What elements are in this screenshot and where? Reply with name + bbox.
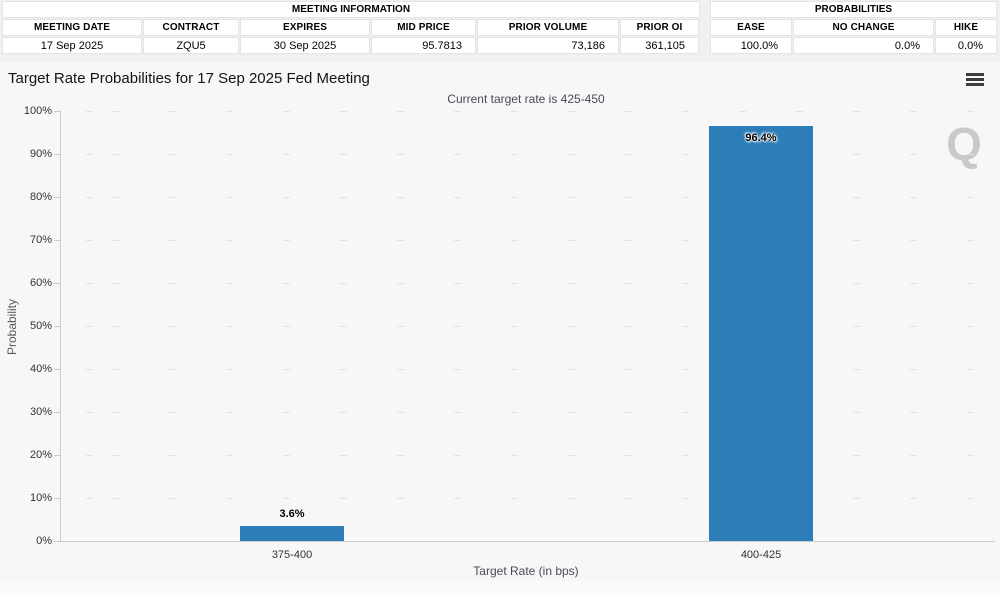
col-header-contract: CONTRACT xyxy=(143,19,239,36)
hamburger-line xyxy=(966,73,984,76)
y-axis-tick xyxy=(54,111,60,112)
hamburger-line xyxy=(966,83,984,86)
y-tick-label: 100% xyxy=(23,105,52,117)
hamburger-line xyxy=(966,78,984,81)
bar-value-label: 96.4% xyxy=(745,132,777,144)
prior-oi-value: 361,105 xyxy=(620,37,699,54)
quikstrike-watermark: Q xyxy=(946,118,982,170)
y-axis-tick xyxy=(54,197,60,198)
col-header-prior-volume: PRIOR VOLUME xyxy=(477,19,619,36)
hamburger-menu-icon[interactable] xyxy=(966,73,984,87)
gridline xyxy=(57,240,995,241)
info-tables-strip: MEETING INFORMATION MEETING DATE CONTRAC… xyxy=(0,0,1000,62)
meeting-table-title: MEETING INFORMATION xyxy=(2,1,700,18)
col-header-hike: HIKE xyxy=(935,19,997,36)
gridline xyxy=(57,154,995,155)
gridline xyxy=(57,412,995,413)
prior-volume-value: 73,186 xyxy=(477,37,619,54)
col-header-no-change: NO CHANGE xyxy=(793,19,934,36)
probability-chart xyxy=(0,62,1000,581)
y-axis-tick xyxy=(54,240,60,241)
y-tick-label: 10% xyxy=(29,492,52,504)
bar-value-label: 3.6% xyxy=(279,508,305,520)
y-axis-tick xyxy=(54,326,60,327)
col-header-prior-oi: PRIOR OI xyxy=(620,19,699,36)
no-change-value: 0.0% xyxy=(793,37,934,54)
bar-375-400 xyxy=(240,526,344,541)
col-header-mid-price: MID PRICE xyxy=(371,19,476,36)
x-axis-title: Target Rate (in bps) xyxy=(473,564,579,578)
contract-value: ZQU5 xyxy=(143,37,239,54)
y-axis-tick xyxy=(54,412,60,413)
x-category-label: 375-400 xyxy=(271,549,313,561)
gridline xyxy=(57,111,995,112)
meeting-date-value: 17 Sep 2025 xyxy=(2,37,142,54)
y-tick-label: 90% xyxy=(29,148,52,160)
col-header-expires: EXPIRES xyxy=(240,19,370,36)
x-axis-line xyxy=(57,541,995,542)
expires-value: 30 Sep 2025 xyxy=(240,37,370,54)
y-axis-tick xyxy=(54,154,60,155)
gridline xyxy=(57,326,995,327)
y-tick-label: 60% xyxy=(29,277,52,289)
y-tick-label: 40% xyxy=(29,363,52,375)
chart-title: Target Rate Probabilities for 17 Sep 202… xyxy=(8,70,370,87)
probabilities-table: PROBABILITIES EASE NO CHANGE HIKE 100.0%… xyxy=(710,1,997,54)
bar-400-425 xyxy=(709,126,813,541)
hike-value: 0.0% xyxy=(935,37,997,54)
gridline xyxy=(57,197,995,198)
y-tick-label: 70% xyxy=(29,234,52,246)
y-tick-label: 30% xyxy=(29,406,52,418)
gridline xyxy=(57,455,995,456)
mid-price-value: 95.7813 xyxy=(371,37,476,54)
col-header-meeting-date: MEETING DATE xyxy=(2,19,142,36)
y-axis-tick xyxy=(54,498,60,499)
y-axis-tick xyxy=(54,283,60,284)
y-axis-tick xyxy=(54,369,60,370)
y-tick-label: 0% xyxy=(36,535,52,547)
chart-subtitle: Current target rate is 425-450 xyxy=(447,92,605,106)
y-tick-label: 50% xyxy=(29,320,52,332)
probabilities-table-title: PROBABILITIES xyxy=(710,1,997,18)
x-category-label: 400-425 xyxy=(740,549,782,561)
y-tick-label: 20% xyxy=(29,449,52,461)
y-tick-label: 80% xyxy=(29,191,52,203)
gridline xyxy=(57,369,995,370)
col-header-ease: EASE xyxy=(710,19,792,36)
y-axis-tick xyxy=(54,541,60,542)
meeting-information-table: MEETING INFORMATION MEETING DATE CONTRAC… xyxy=(2,1,700,54)
ease-value: 100.0% xyxy=(710,37,792,54)
gridline xyxy=(57,498,995,499)
gridline xyxy=(57,283,995,284)
y-axis-tick xyxy=(54,455,60,456)
